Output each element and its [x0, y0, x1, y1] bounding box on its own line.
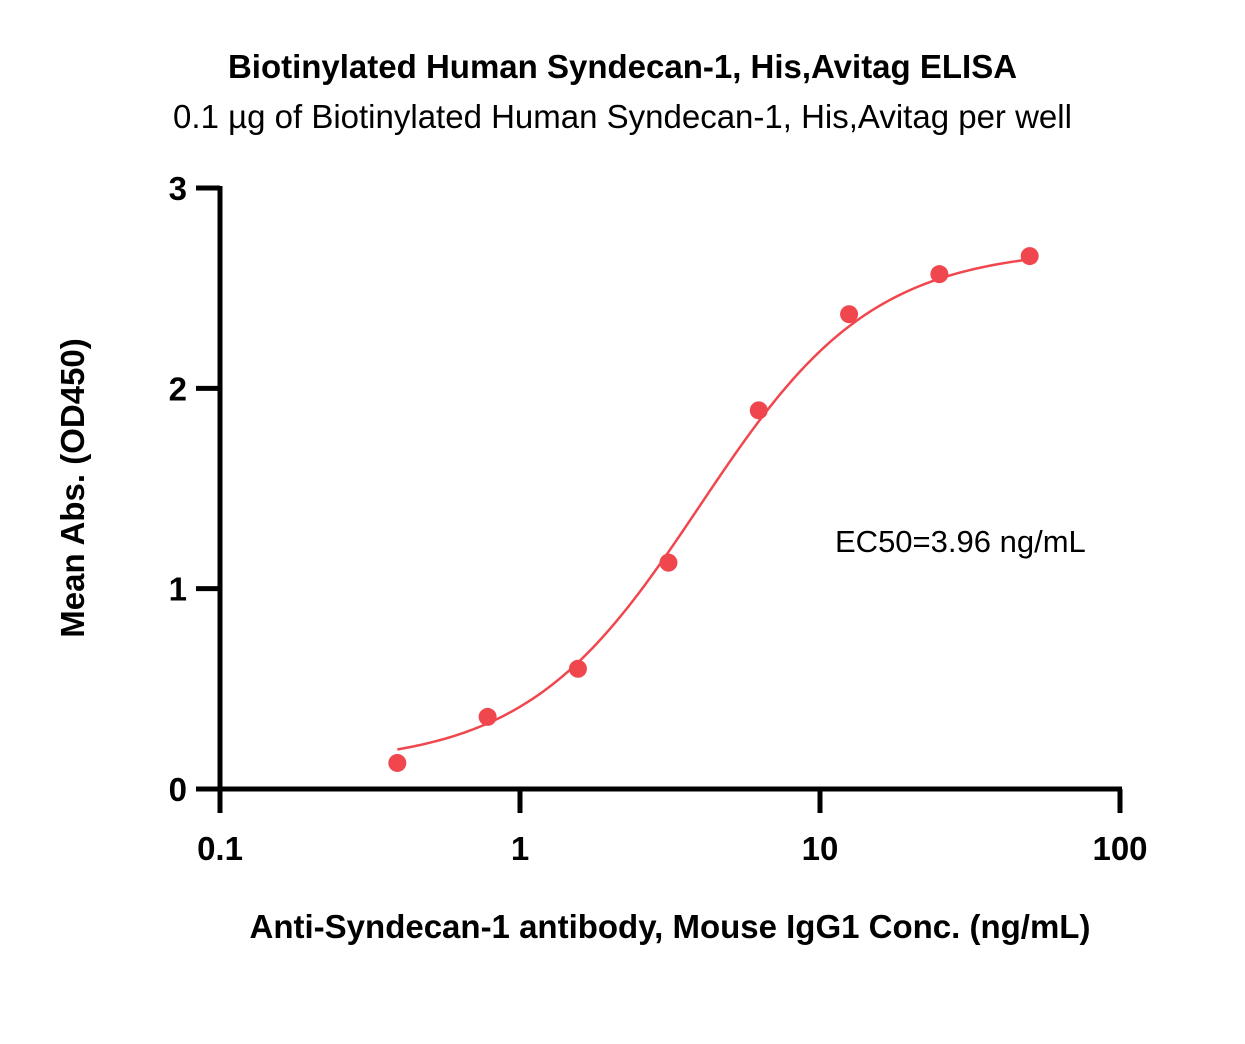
x-tick-label: 0.1 — [197, 830, 243, 867]
y-tick-label: 1 — [169, 571, 187, 608]
x-tick-label: 10 — [802, 830, 839, 867]
fit-curve — [397, 258, 1030, 751]
chart-title: Biotinylated Human Syndecan-1, His,Avita… — [227, 48, 1018, 85]
x-tick-label: 1 — [511, 830, 529, 867]
chart-subtitle: 0.1 µg of Biotinylated Human Syndecan-1,… — [173, 98, 1072, 135]
data-point — [749, 401, 768, 420]
y-tick-label: 2 — [169, 370, 187, 407]
x-axis-label: Anti-Syndecan-1 antibody, Mouse IgG1 Con… — [250, 908, 1091, 945]
data-point — [568, 659, 587, 678]
ec50-annotation: EC50=3.96 ng/mL — [835, 524, 1086, 559]
data-point — [930, 265, 949, 284]
data-point — [840, 305, 859, 324]
data-point — [478, 707, 497, 726]
y-axis-label: Mean Abs. (OD450) — [54, 338, 91, 638]
data-point — [388, 753, 407, 772]
ticks: 0 1 2 3 0.1 1 10 100 — [169, 170, 1148, 867]
data-points — [388, 247, 1039, 772]
y-tick-label: 0 — [169, 771, 187, 808]
y-tick-label: 3 — [169, 170, 187, 207]
fit-curve-group — [397, 258, 1030, 751]
data-point — [659, 553, 678, 572]
axes — [217, 186, 1122, 792]
x-tick-label: 100 — [1092, 830, 1147, 867]
data-point — [1020, 247, 1039, 266]
